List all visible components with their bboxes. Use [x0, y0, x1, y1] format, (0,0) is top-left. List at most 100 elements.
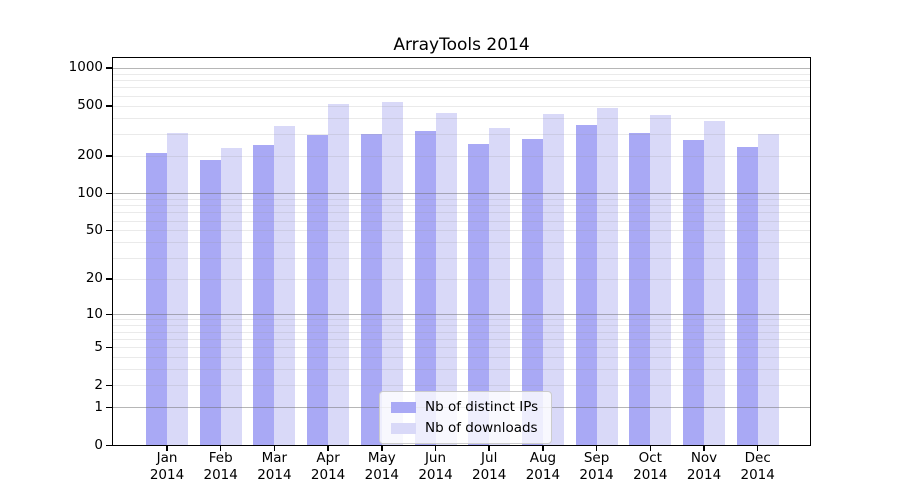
x-tick-label-dec: Dec 2014: [726, 450, 790, 484]
y-tick-label-0: 0: [94, 436, 103, 453]
gridline-minor-2: [113, 385, 810, 387]
x-tick-label-month: Apr: [316, 450, 340, 466]
legend-label-nb-of-distinct-ips: Nb of distinct IPs: [425, 399, 539, 415]
gridline-minor-900: [113, 73, 810, 75]
x-tick-label-jun: Jun 2014: [404, 450, 468, 484]
y-tick-1000: [106, 67, 112, 69]
y-tick-2: [106, 384, 112, 387]
legend-swatch-nb-of-distinct-ips: [391, 401, 416, 413]
x-tick-label-month: Jun: [424, 450, 447, 466]
x-tick-label-jul: Jul 2014: [457, 450, 521, 484]
x-tick-label-year: 2014: [149, 467, 185, 483]
gridline-minor-500: [113, 105, 810, 107]
x-tick-label-year: 2014: [418, 467, 453, 483]
y-tick-label-10: 10: [85, 305, 103, 322]
y-tick-label-50: 50: [85, 221, 103, 238]
bar-nb-of-downloads-dec: [757, 133, 779, 445]
bar-nb-of-distinct-ips-mar: [253, 144, 275, 445]
x-tick-label-year: 2014: [364, 467, 399, 483]
x-tick-jan: [166, 446, 168, 451]
gridline-major-10: [113, 314, 810, 316]
x-tick-feb: [219, 446, 222, 451]
x-tick-label-year: 2014: [472, 467, 507, 483]
x-tick-label-year: 2014: [740, 467, 775, 483]
y-tick-200: [106, 155, 112, 157]
gridline-minor-20: [113, 278, 810, 280]
bar-nb-of-distinct-ips-sep: [575, 124, 597, 445]
bar-nb-of-downloads-aug: [542, 114, 564, 445]
x-tick-label-month: Feb: [208, 450, 233, 466]
x-tick-label-month: Nov: [690, 450, 718, 466]
bar-nb-of-downloads-jul: [489, 128, 511, 445]
gridline-minor-7: [113, 331, 810, 333]
x-tick-label-month: Oct: [638, 450, 662, 466]
bar-nb-of-distinct-ips-nov: [683, 139, 704, 445]
gridline-major-1000: [113, 67, 810, 69]
gridline-minor-3: [113, 369, 810, 371]
y-tick-5: [106, 346, 112, 349]
x-tick-label-year: 2014: [686, 467, 722, 483]
y-tick-10: [106, 313, 112, 316]
bar-nb-of-distinct-ips-jul: [468, 143, 490, 445]
bar-nb-of-downloads-may: [381, 101, 403, 445]
x-tick-label-sep: Sep 2014: [565, 450, 629, 484]
gridline-minor-90: [113, 198, 810, 200]
x-tick-label-year: 2014: [633, 467, 668, 483]
bar-nb-of-distinct-ips-dec: [736, 147, 758, 445]
x-tick-label-jan: Jan 2014: [135, 450, 199, 484]
gridline-minor-700: [113, 87, 810, 89]
x-tick-label-year: 2014: [257, 467, 292, 483]
x-tick-label-nov: Nov 2014: [672, 450, 736, 484]
x-tick-jul: [488, 446, 490, 451]
y-tick-500: [106, 105, 112, 107]
bar-nb-of-distinct-ips-feb: [199, 160, 221, 445]
chart-title: ArrayTools 2014: [393, 35, 530, 55]
x-tick-label-month: Sep: [583, 450, 610, 466]
x-tick-label-mar: Mar 2014: [242, 450, 306, 484]
x-tick-label-month: May: [367, 450, 396, 466]
legend-row-nb-of-downloads: Nb of downloads: [391, 420, 538, 436]
x-tick-dec: [756, 446, 759, 451]
y-tick-50: [106, 229, 112, 232]
legend-label-nb-of-downloads: Nb of downloads: [425, 420, 538, 436]
gridline-minor-800: [113, 80, 810, 82]
legend-row-nb-of-distinct-ips: Nb of distinct IPs: [391, 399, 538, 415]
x-tick-label-apr: Apr 2014: [296, 450, 360, 484]
y-tick-100: [106, 192, 112, 195]
x-tick-mar: [273, 446, 276, 451]
y-tick-label-500: 500: [77, 97, 103, 114]
x-tick-label-month: Jan: [156, 450, 178, 466]
gridline-minor-40: [113, 242, 810, 244]
gridline-major-100: [113, 193, 810, 195]
legend: Nb of distinct IPs Nb of downloads: [379, 391, 553, 444]
y-tick-label-100: 100: [77, 184, 103, 201]
gridline-minor-8: [113, 325, 810, 327]
x-tick-may: [381, 446, 383, 451]
y-tick-20: [106, 278, 112, 280]
bar-nb-of-distinct-ips-jan: [146, 153, 167, 445]
y-tick-label-20: 20: [85, 270, 103, 287]
x-tick-jun: [434, 446, 437, 451]
x-tick-nov: [703, 446, 705, 451]
bar-nb-of-distinct-ips-jun: [414, 131, 436, 445]
x-tick-label-feb: Feb 2014: [189, 450, 253, 484]
x-tick-label-year: 2014: [310, 467, 346, 483]
gridline-minor-50: [113, 230, 810, 232]
bar-nb-of-downloads-feb: [220, 147, 242, 445]
x-tick-label-month: Mar: [261, 450, 288, 466]
x-tick-label-month: Aug: [529, 450, 557, 466]
x-tick-label-may: May 2014: [350, 450, 414, 484]
bar-nb-of-downloads-nov: [704, 121, 725, 445]
bar-nb-of-downloads-jun: [435, 113, 457, 445]
gridline-minor-30: [113, 257, 810, 259]
x-tick-sep: [595, 446, 598, 451]
gridline-minor-400: [113, 117, 810, 119]
x-tick-label-aug: Aug 2014: [511, 450, 575, 484]
x-tick-oct: [649, 446, 652, 451]
y-tick-label-1: 1: [94, 398, 103, 415]
x-tick-aug: [542, 446, 544, 451]
gridline-minor-200: [113, 155, 810, 157]
bar-nb-of-downloads-oct: [650, 115, 672, 445]
x-tick-label-month: Dec: [744, 450, 771, 466]
gridline-minor-300: [113, 133, 810, 135]
